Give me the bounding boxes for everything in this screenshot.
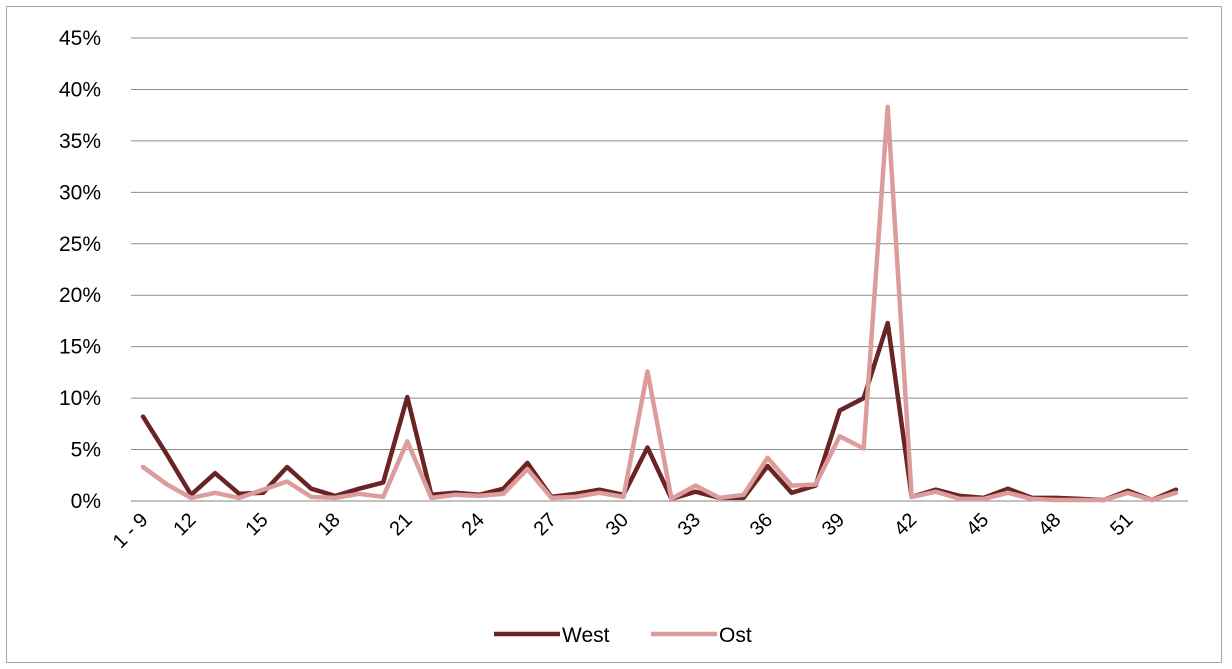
y-tick-label: 10%: [59, 387, 101, 410]
x-tick-label: 51: [1106, 509, 1137, 540]
legend: West Ost: [494, 624, 752, 647]
x-tick-label: 42: [890, 509, 921, 540]
x-tick-label: 39: [818, 509, 849, 540]
x-tick-label: 24: [458, 509, 489, 540]
y-tick-label: 45%: [59, 27, 101, 50]
x-tick-label: 27: [530, 509, 561, 540]
x-tick-label: 15: [241, 509, 272, 540]
y-tick-label: 15%: [59, 336, 101, 359]
x-tick-label: 33: [674, 509, 705, 540]
series-lines: [140, 104, 1179, 503]
legend-label-ost: Ost: [719, 624, 752, 647]
x-tick-label: 30: [602, 509, 633, 540]
x-tick-label: 12: [169, 509, 200, 540]
y-tick-label: 40%: [59, 78, 101, 101]
x-axis-tick-labels: 1 - 9 12 15 18 21 24 27 30 33 36 39 42 45 48 51: [109, 509, 1138, 553]
series-line-west: [140, 320, 1179, 503]
x-tick-label: 18: [313, 509, 344, 540]
gridlines: [131, 37, 1188, 502]
x-tick-label: 45: [962, 509, 993, 540]
y-tick-label: 20%: [59, 284, 101, 307]
y-tick-label: 30%: [59, 181, 101, 204]
series-line-ost: [140, 104, 1179, 503]
x-tick-label: 36: [746, 509, 777, 540]
y-tick-label: 25%: [59, 233, 101, 256]
x-tick-label: 21: [386, 509, 417, 540]
y-tick-label: 5%: [71, 439, 101, 462]
y-tick-label: 35%: [59, 130, 101, 153]
y-tick-label: 0%: [71, 490, 101, 513]
x-tick-label: 1 - 9: [109, 509, 153, 553]
legend-label-west: West: [562, 624, 610, 647]
chart-frame: [6, 6, 1222, 663]
x-tick-label: 48: [1034, 509, 1065, 540]
y-axis-tick-labels: 0% 5% 10% 15% 20% 25% 30% 35% 40% 45%: [59, 27, 101, 513]
